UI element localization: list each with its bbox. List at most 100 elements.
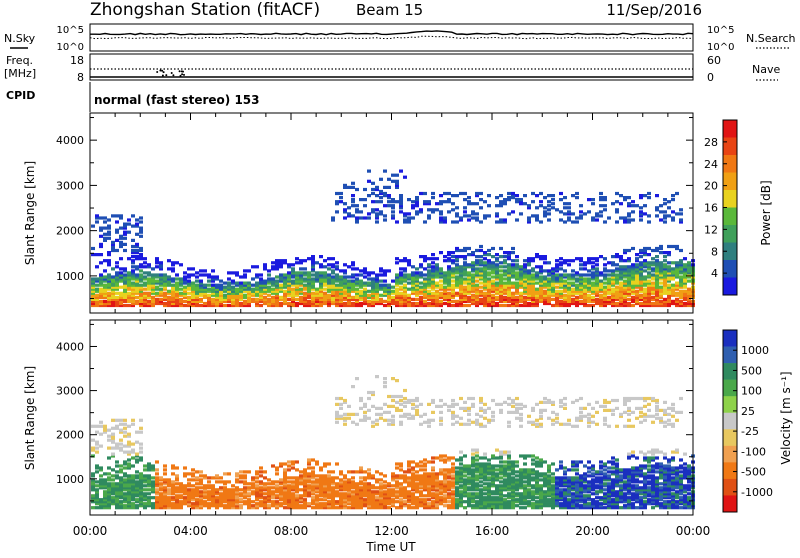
- heatmap-cell: [395, 462, 399, 465]
- heatmap-cell: [227, 282, 231, 285]
- heatmap-cell: [663, 214, 667, 217]
- heatmap-cell: [547, 261, 551, 264]
- heatmap-cell: [411, 271, 415, 274]
- heatmap-cell: [143, 464, 147, 467]
- heatmap-cell: [455, 292, 459, 295]
- heatmap-cell: [287, 460, 291, 463]
- heatmap-cell: [195, 476, 199, 479]
- heatmap-cell: [263, 263, 267, 266]
- heatmap-cell: [211, 298, 215, 301]
- heatmap-cell: [531, 257, 535, 260]
- heatmap-cell: [443, 302, 447, 305]
- heatmap-cell: [331, 470, 335, 473]
- heatmap-cell: [135, 441, 139, 444]
- y-tick-label: 3000: [56, 179, 84, 192]
- heatmap-cell: [651, 261, 655, 264]
- heatmap-cell: [327, 267, 331, 270]
- heatmap-cell: [103, 425, 107, 428]
- heatmap-cell: [311, 277, 315, 280]
- heatmap-cell: [103, 472, 107, 475]
- heatmap-cell: [355, 277, 359, 280]
- heatmap-cell: [183, 300, 187, 303]
- heatmap-cell: [375, 212, 379, 215]
- heatmap-cell: [347, 413, 351, 416]
- heatmap-cell: [491, 261, 495, 264]
- heatmap-cell: [395, 257, 399, 260]
- heatmap-cell: [263, 482, 267, 485]
- heatmap-cell: [359, 216, 363, 219]
- heatmap-cell: [579, 204, 583, 207]
- heatmap-cell: [307, 484, 311, 487]
- heatmap-cell: [367, 212, 371, 215]
- heatmap-cell: [375, 186, 379, 189]
- heatmap-cell: [415, 196, 419, 199]
- heatmap-cell: [627, 212, 631, 215]
- heatmap-cell: [567, 210, 571, 213]
- heatmap-cell: [395, 506, 399, 509]
- heatmap-cell: [139, 451, 143, 454]
- heatmap-cell: [643, 212, 647, 215]
- heatmap-cell: [399, 170, 403, 173]
- heatmap-cell: [399, 468, 403, 471]
- heatmap-cell: [683, 257, 687, 260]
- heatmap-cell: [367, 391, 371, 394]
- heatmap-cell: [379, 407, 383, 410]
- heatmap-cell: [139, 427, 143, 430]
- heatmap-cell: [335, 273, 339, 276]
- heatmap-cell: [411, 399, 415, 402]
- heatmap-cell: [399, 409, 403, 412]
- heatmap-cell: [259, 304, 263, 307]
- heatmap-cell: [679, 208, 683, 211]
- heatmap-cell: [507, 192, 511, 195]
- heatmap-cell: [323, 265, 327, 268]
- heatmap-cell: [327, 263, 331, 266]
- heatmap-cell: [203, 474, 207, 477]
- heatmap-cell: [195, 482, 199, 485]
- heatmap-cell: [355, 377, 359, 380]
- heatmap-cell: [211, 484, 215, 487]
- heatmap-cell: [487, 253, 491, 256]
- heatmap-cell: [455, 466, 459, 469]
- heatmap-cell: [495, 220, 499, 223]
- heatmap-cell: [459, 456, 463, 459]
- heatmap-cell: [467, 263, 471, 266]
- heatmap-cell: [183, 484, 187, 487]
- heatmap-cell: [471, 403, 475, 406]
- heatmap-cell: [627, 196, 631, 199]
- heatmap-cell: [295, 298, 299, 301]
- heatmap-cell: [207, 502, 211, 505]
- heatmap-cell: [595, 298, 599, 301]
- heatmap-cell: [655, 259, 659, 262]
- heatmap-cell: [135, 218, 139, 221]
- heatmap-cell: [455, 498, 459, 501]
- heatmap-cell: [255, 484, 259, 487]
- heatmap-cell: [151, 267, 155, 270]
- heatmap-cell: [471, 492, 475, 495]
- heatmap-cell: [539, 192, 543, 195]
- heatmap-cell: [467, 271, 471, 274]
- heatmap-cell: [447, 468, 451, 471]
- heatmap-cell: [283, 259, 287, 262]
- heatmap-cell: [479, 255, 483, 258]
- heatmap-cell: [467, 486, 471, 489]
- heatmap-cell: [467, 492, 471, 495]
- heatmap-cell: [591, 216, 595, 219]
- heatmap-cell: [407, 216, 411, 219]
- heatmap-cell: [231, 488, 235, 491]
- heatmap-cell: [127, 223, 131, 226]
- heatmap-cell: [123, 472, 127, 475]
- heatmap-cell: [215, 474, 219, 477]
- heatmap-cell: [451, 220, 455, 223]
- heatmap-cell: [379, 267, 383, 270]
- heatmap-cell: [555, 208, 559, 211]
- heatmap-cell: [363, 267, 367, 270]
- heatmap-cell: [331, 216, 335, 219]
- freq-unit-label: [MHz]: [4, 67, 36, 80]
- heatmap-cell: [643, 247, 647, 250]
- colorbar-swatch: [723, 278, 737, 296]
- heatmap-cell: [483, 486, 487, 489]
- heatmap-cell: [483, 200, 487, 203]
- heatmap-cell: [359, 198, 363, 201]
- heatmap-cell: [263, 492, 267, 495]
- heatmap-cell: [579, 263, 583, 266]
